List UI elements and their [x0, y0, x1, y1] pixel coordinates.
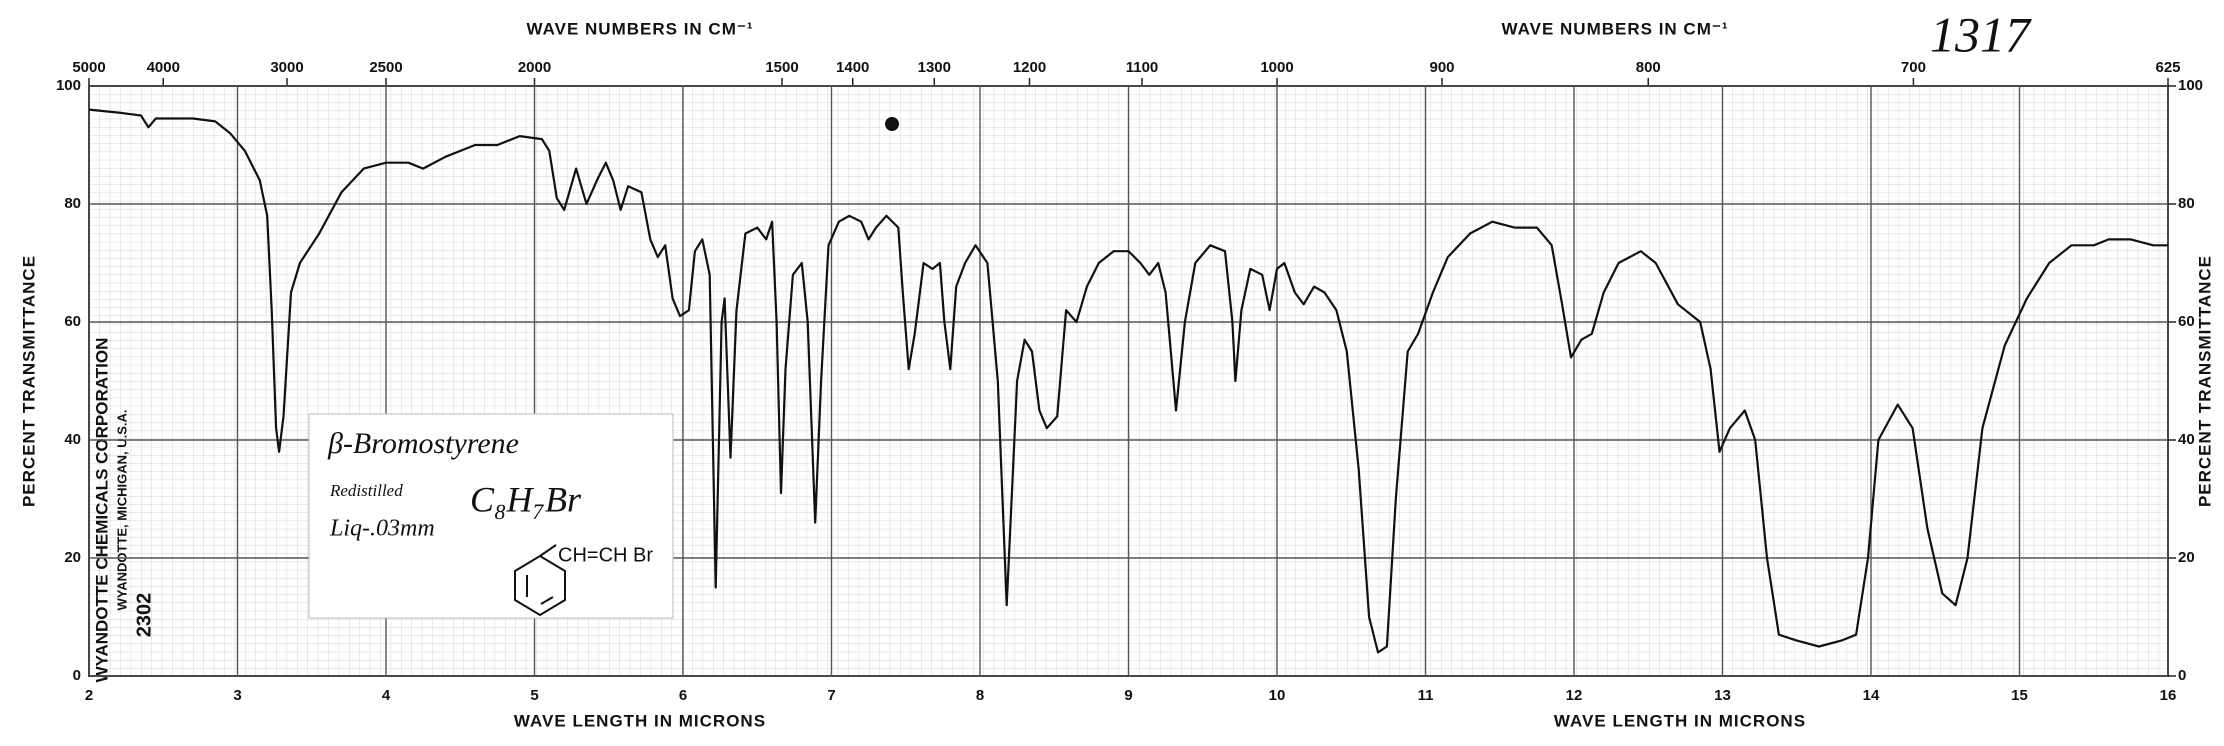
sample-structure: CH=CH Br: [558, 544, 653, 566]
x-tick-label: 14: [1863, 687, 1880, 704]
y-tick-label: 80: [64, 195, 81, 212]
x-tick-label: 3: [233, 687, 241, 704]
sample-name: β-Bromostyrene: [327, 427, 519, 460]
x2-tick-label: 1300: [918, 59, 951, 76]
x2-tick-label: 625: [2155, 59, 2180, 76]
x-tick-label: 12: [1566, 687, 1583, 704]
top-axis-title: WAVE NUMBERS IN CM⁻¹: [527, 19, 754, 38]
y2-tick-label: 40: [2178, 431, 2195, 448]
x2-tick-label: 1000: [1260, 59, 1293, 76]
label-box: [308, 413, 674, 619]
x-tick-label: 6: [679, 687, 687, 704]
y-tick-label: 20: [64, 549, 81, 566]
ink-dot: [885, 117, 899, 131]
x2-tick-label: 2500: [369, 59, 402, 76]
x2-tick-label: 5000: [72, 59, 105, 76]
x-tick-label: 16: [2160, 687, 2177, 704]
y-tick-label: 0: [73, 667, 81, 684]
x-tick-label: 4: [382, 687, 391, 704]
publisher-address: WYANDOTTE, MICHIGAN, U.S.A.: [114, 409, 129, 610]
x2-tick-label: 900: [1429, 59, 1454, 76]
x2-tick-label: 1400: [836, 59, 869, 76]
sample-cell: Liq-.03mm: [329, 516, 435, 542]
spectrum-line: [88, 108, 2168, 654]
x-tick-label: 5: [530, 687, 538, 704]
x-axis-title: WAVE LENGTH IN MICRONS: [1554, 711, 1806, 730]
x-axis-title: WAVE LENGTH IN MICRONS: [514, 711, 766, 730]
y2-tick-label: 20: [2178, 549, 2195, 566]
y-axis-title: PERCENT TRANSMITTANCE: [19, 255, 38, 507]
sample-label: β-Bromostyrene Redistilled C₈H₇Br Liq-.0…: [308, 413, 674, 619]
x2-tick-label: 1100: [1126, 59, 1159, 76]
top-axis-title: WAVE NUMBERS IN CM⁻¹: [1502, 19, 1729, 38]
x-tick-label: 10: [1269, 687, 1286, 704]
x2-tick-label: 700: [1901, 59, 1926, 76]
sheet-number: 1317: [1930, 6, 2032, 62]
y2-tick-label: 60: [2178, 313, 2195, 330]
x-tick-label: 8: [976, 687, 984, 704]
x-tick-label: 2: [85, 687, 93, 704]
bond: [539, 544, 557, 557]
y-tick-label: 60: [64, 313, 81, 330]
y2-axis-title: PERCENT TRANSMITTANCE: [2195, 255, 2214, 507]
x-tick-label: 11: [1418, 687, 1434, 704]
sample-formula: C₈H₇Br: [470, 479, 582, 519]
x2-tick-label: 800: [1636, 59, 1661, 76]
sample-note: Redistilled: [329, 481, 403, 500]
x2-tick-label: 2000: [518, 59, 551, 76]
x2-tick-label: 4000: [147, 59, 180, 76]
y2-tick-label: 80: [2178, 195, 2195, 212]
x-tick-label: 9: [1124, 687, 1132, 704]
x2-tick-label: 1500: [765, 59, 798, 76]
x-tick-label: 13: [1714, 687, 1731, 704]
x-tick-label: 15: [2011, 687, 2028, 704]
x-tick-label: 7: [827, 687, 835, 704]
y-tick-label: 100: [56, 77, 81, 94]
publisher: WYANDOTTE CHEMICALS CORPORATION: [92, 338, 111, 683]
y2-tick-label: 100: [2178, 77, 2203, 94]
x2-tick-label: 1200: [1013, 59, 1046, 76]
y-tick-label: 40: [64, 431, 81, 448]
spectrum-number: 2302: [133, 593, 155, 638]
y2-tick-label: 0: [2178, 667, 2186, 684]
x2-tick-label: 3000: [270, 59, 303, 76]
